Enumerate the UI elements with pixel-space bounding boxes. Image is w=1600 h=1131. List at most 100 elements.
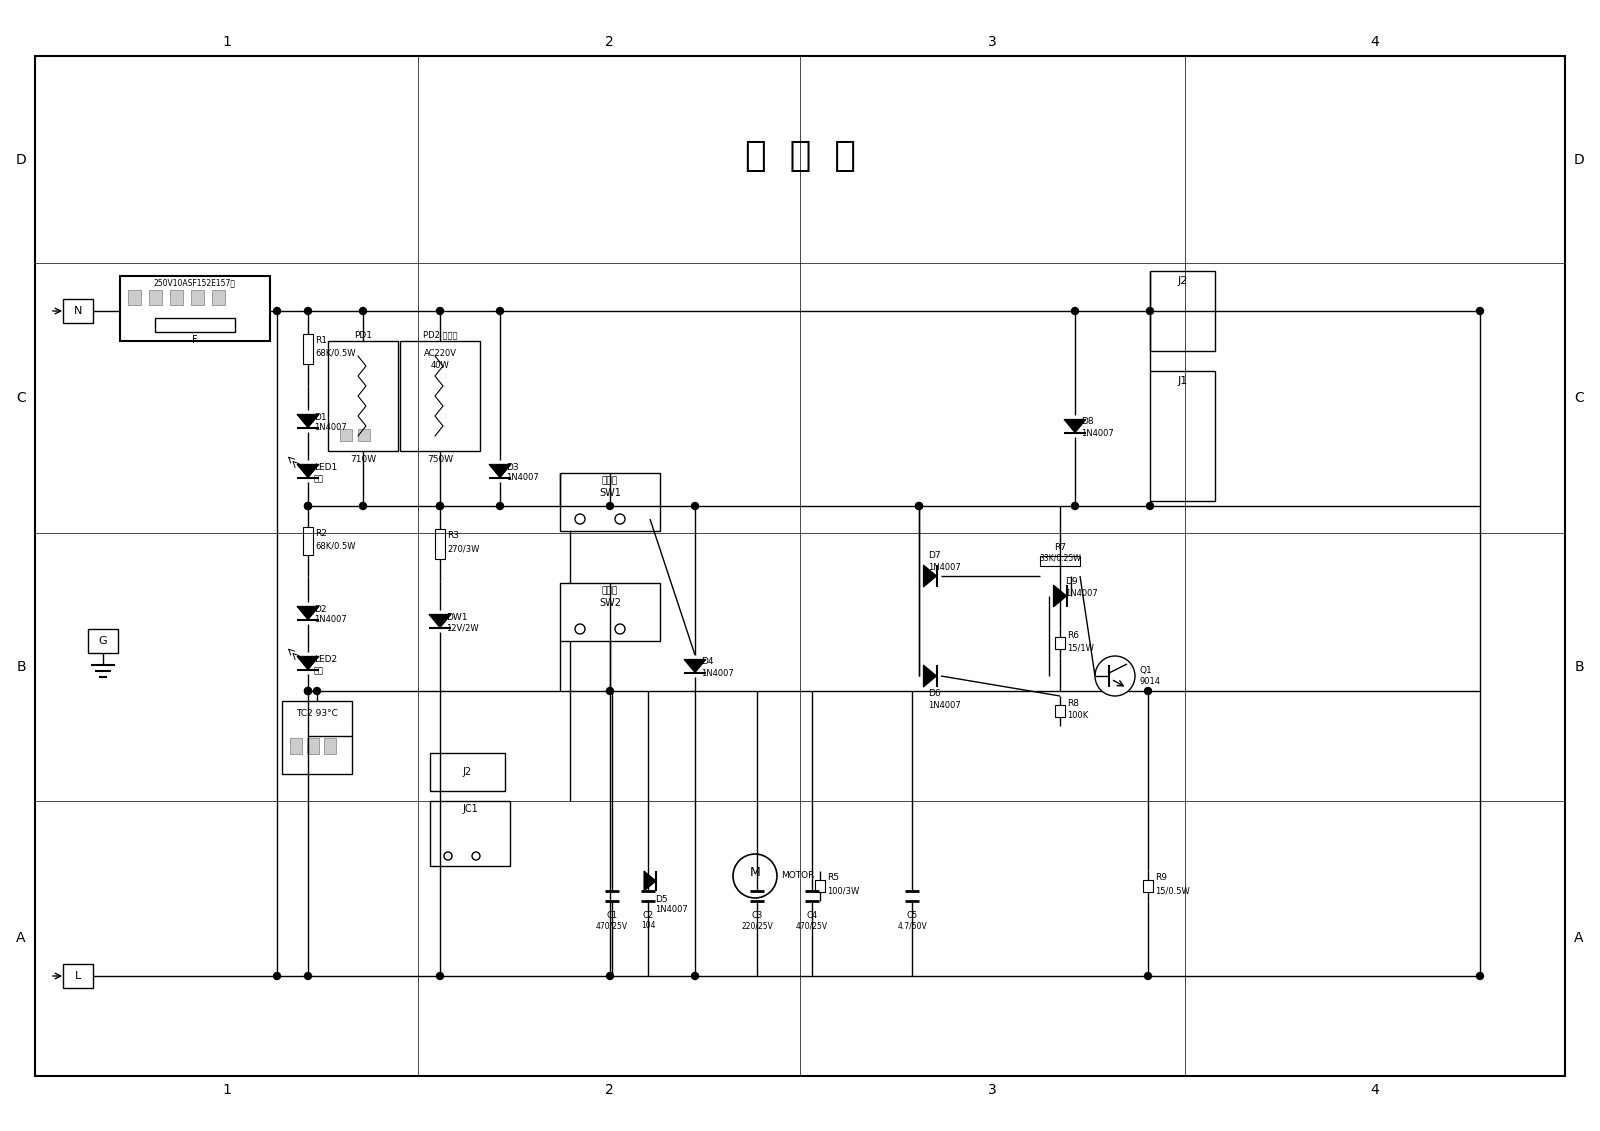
Text: LED2: LED2 <box>314 655 338 664</box>
Bar <box>290 739 302 754</box>
Text: C4: C4 <box>806 912 818 921</box>
Bar <box>1150 371 1214 501</box>
Polygon shape <box>429 614 451 628</box>
Circle shape <box>691 502 699 509</box>
Bar <box>400 342 480 451</box>
Text: 开关板: 开关板 <box>602 476 618 485</box>
Circle shape <box>437 308 443 314</box>
Text: DW1: DW1 <box>446 613 467 622</box>
Bar <box>62 964 93 988</box>
Text: 2: 2 <box>605 35 613 49</box>
Circle shape <box>304 502 312 509</box>
Bar <box>1054 705 1066 717</box>
Bar <box>560 582 661 641</box>
Text: 1N4007: 1N4007 <box>314 423 347 432</box>
Text: 470/25V: 470/25V <box>595 922 629 931</box>
Bar <box>155 318 235 331</box>
Circle shape <box>691 973 699 979</box>
Text: 270/3W: 270/3W <box>446 544 480 553</box>
Text: 12V/2W: 12V/2W <box>446 623 478 632</box>
Circle shape <box>614 513 626 524</box>
Text: D: D <box>1574 153 1584 166</box>
Text: D3: D3 <box>506 463 518 472</box>
Circle shape <box>314 688 320 694</box>
Bar <box>307 739 318 754</box>
Bar <box>1054 637 1066 649</box>
Bar <box>1142 880 1154 892</box>
Circle shape <box>437 502 443 509</box>
Circle shape <box>304 688 312 694</box>
Circle shape <box>437 502 443 509</box>
Text: 220/25V: 220/25V <box>741 922 773 931</box>
Text: C5: C5 <box>907 912 917 921</box>
Text: D7: D7 <box>928 552 941 561</box>
Polygon shape <box>923 566 936 587</box>
Text: MOTOR: MOTOR <box>781 872 814 881</box>
Text: D: D <box>16 153 26 166</box>
Circle shape <box>614 624 626 634</box>
Text: TC2 93°C: TC2 93°C <box>296 709 338 718</box>
Text: 1N4007: 1N4007 <box>928 562 960 571</box>
Bar <box>814 880 826 892</box>
Circle shape <box>574 624 586 634</box>
Text: 104: 104 <box>640 922 656 931</box>
Text: A: A <box>16 932 26 946</box>
Circle shape <box>304 973 312 979</box>
Text: L: L <box>75 972 82 981</box>
Text: 100/3W: 100/3W <box>827 887 859 896</box>
Bar <box>430 801 510 866</box>
Text: 1N4007: 1N4007 <box>701 668 734 677</box>
Bar <box>358 429 370 441</box>
Text: PD2 变压器: PD2 变压器 <box>422 330 458 339</box>
Circle shape <box>574 513 586 524</box>
Text: 250V10ASF152E157平: 250V10ASF152E157平 <box>154 278 237 287</box>
Text: B: B <box>16 661 26 674</box>
Bar <box>323 739 336 754</box>
Polygon shape <box>643 871 656 891</box>
Bar <box>88 629 118 653</box>
Polygon shape <box>298 606 318 620</box>
Circle shape <box>274 308 280 314</box>
Text: 15/0.5W: 15/0.5W <box>1155 887 1190 896</box>
Circle shape <box>360 502 366 509</box>
Text: 2: 2 <box>605 1083 613 1097</box>
Text: 68K/0.5W: 68K/0.5W <box>315 349 355 359</box>
Circle shape <box>304 688 312 694</box>
Text: 100K: 100K <box>1067 711 1088 720</box>
Circle shape <box>360 308 366 314</box>
Bar <box>62 299 93 323</box>
Circle shape <box>733 854 778 898</box>
Text: D5: D5 <box>654 895 667 904</box>
Circle shape <box>1147 308 1154 314</box>
Text: SW2: SW2 <box>598 598 621 608</box>
Polygon shape <box>298 656 318 670</box>
Circle shape <box>606 973 613 979</box>
Bar <box>282 701 352 774</box>
Text: 1: 1 <box>222 35 230 49</box>
Text: R2: R2 <box>315 528 326 537</box>
Text: D4: D4 <box>701 657 714 666</box>
Text: 1N4007: 1N4007 <box>654 906 688 915</box>
Text: 1N4007: 1N4007 <box>1066 588 1098 597</box>
Text: 红色: 红色 <box>314 475 323 483</box>
Bar <box>190 291 205 305</box>
Text: PD1: PD1 <box>354 330 371 339</box>
Text: C1: C1 <box>606 912 618 921</box>
Text: 40W: 40W <box>430 361 450 370</box>
Text: 1: 1 <box>222 1083 230 1097</box>
Circle shape <box>1144 973 1152 979</box>
Text: B: B <box>1574 661 1584 674</box>
Circle shape <box>1072 308 1078 314</box>
Polygon shape <box>490 465 510 477</box>
Circle shape <box>445 852 453 860</box>
Circle shape <box>472 852 480 860</box>
Text: 4: 4 <box>1371 35 1379 49</box>
Text: 1N4007: 1N4007 <box>314 615 347 624</box>
Text: R5: R5 <box>827 873 838 882</box>
Text: R8: R8 <box>1067 699 1078 708</box>
Circle shape <box>1477 973 1483 979</box>
Bar <box>120 276 270 342</box>
Text: N: N <box>74 307 82 316</box>
Bar <box>1150 271 1214 351</box>
Polygon shape <box>298 465 318 477</box>
